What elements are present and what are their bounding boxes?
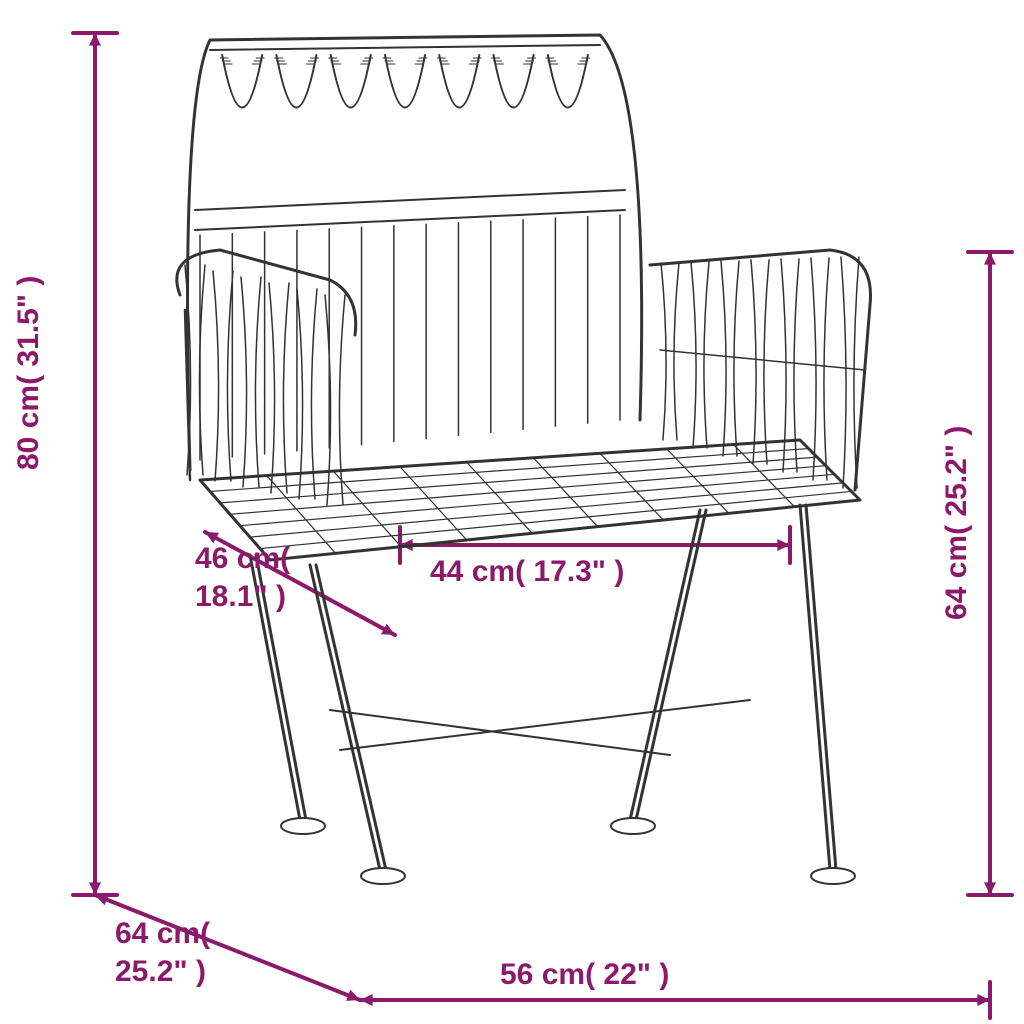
label-footprint-width: 56 cm( 22" ): [500, 958, 669, 992]
diagram-canvas: [0, 0, 1024, 1024]
label-seat-depth-multi: 46 cm(18.1" ): [195, 540, 290, 615]
label-height-total: 80 cm( 31.5" ): [12, 276, 46, 470]
label-footprint-depth-multi: 64 cm(25.2" ): [115, 915, 210, 990]
label-seat-width: 44 cm( 17.3" ): [430, 555, 624, 589]
label-height-arm: 64 cm( 25.2" ): [940, 426, 974, 620]
